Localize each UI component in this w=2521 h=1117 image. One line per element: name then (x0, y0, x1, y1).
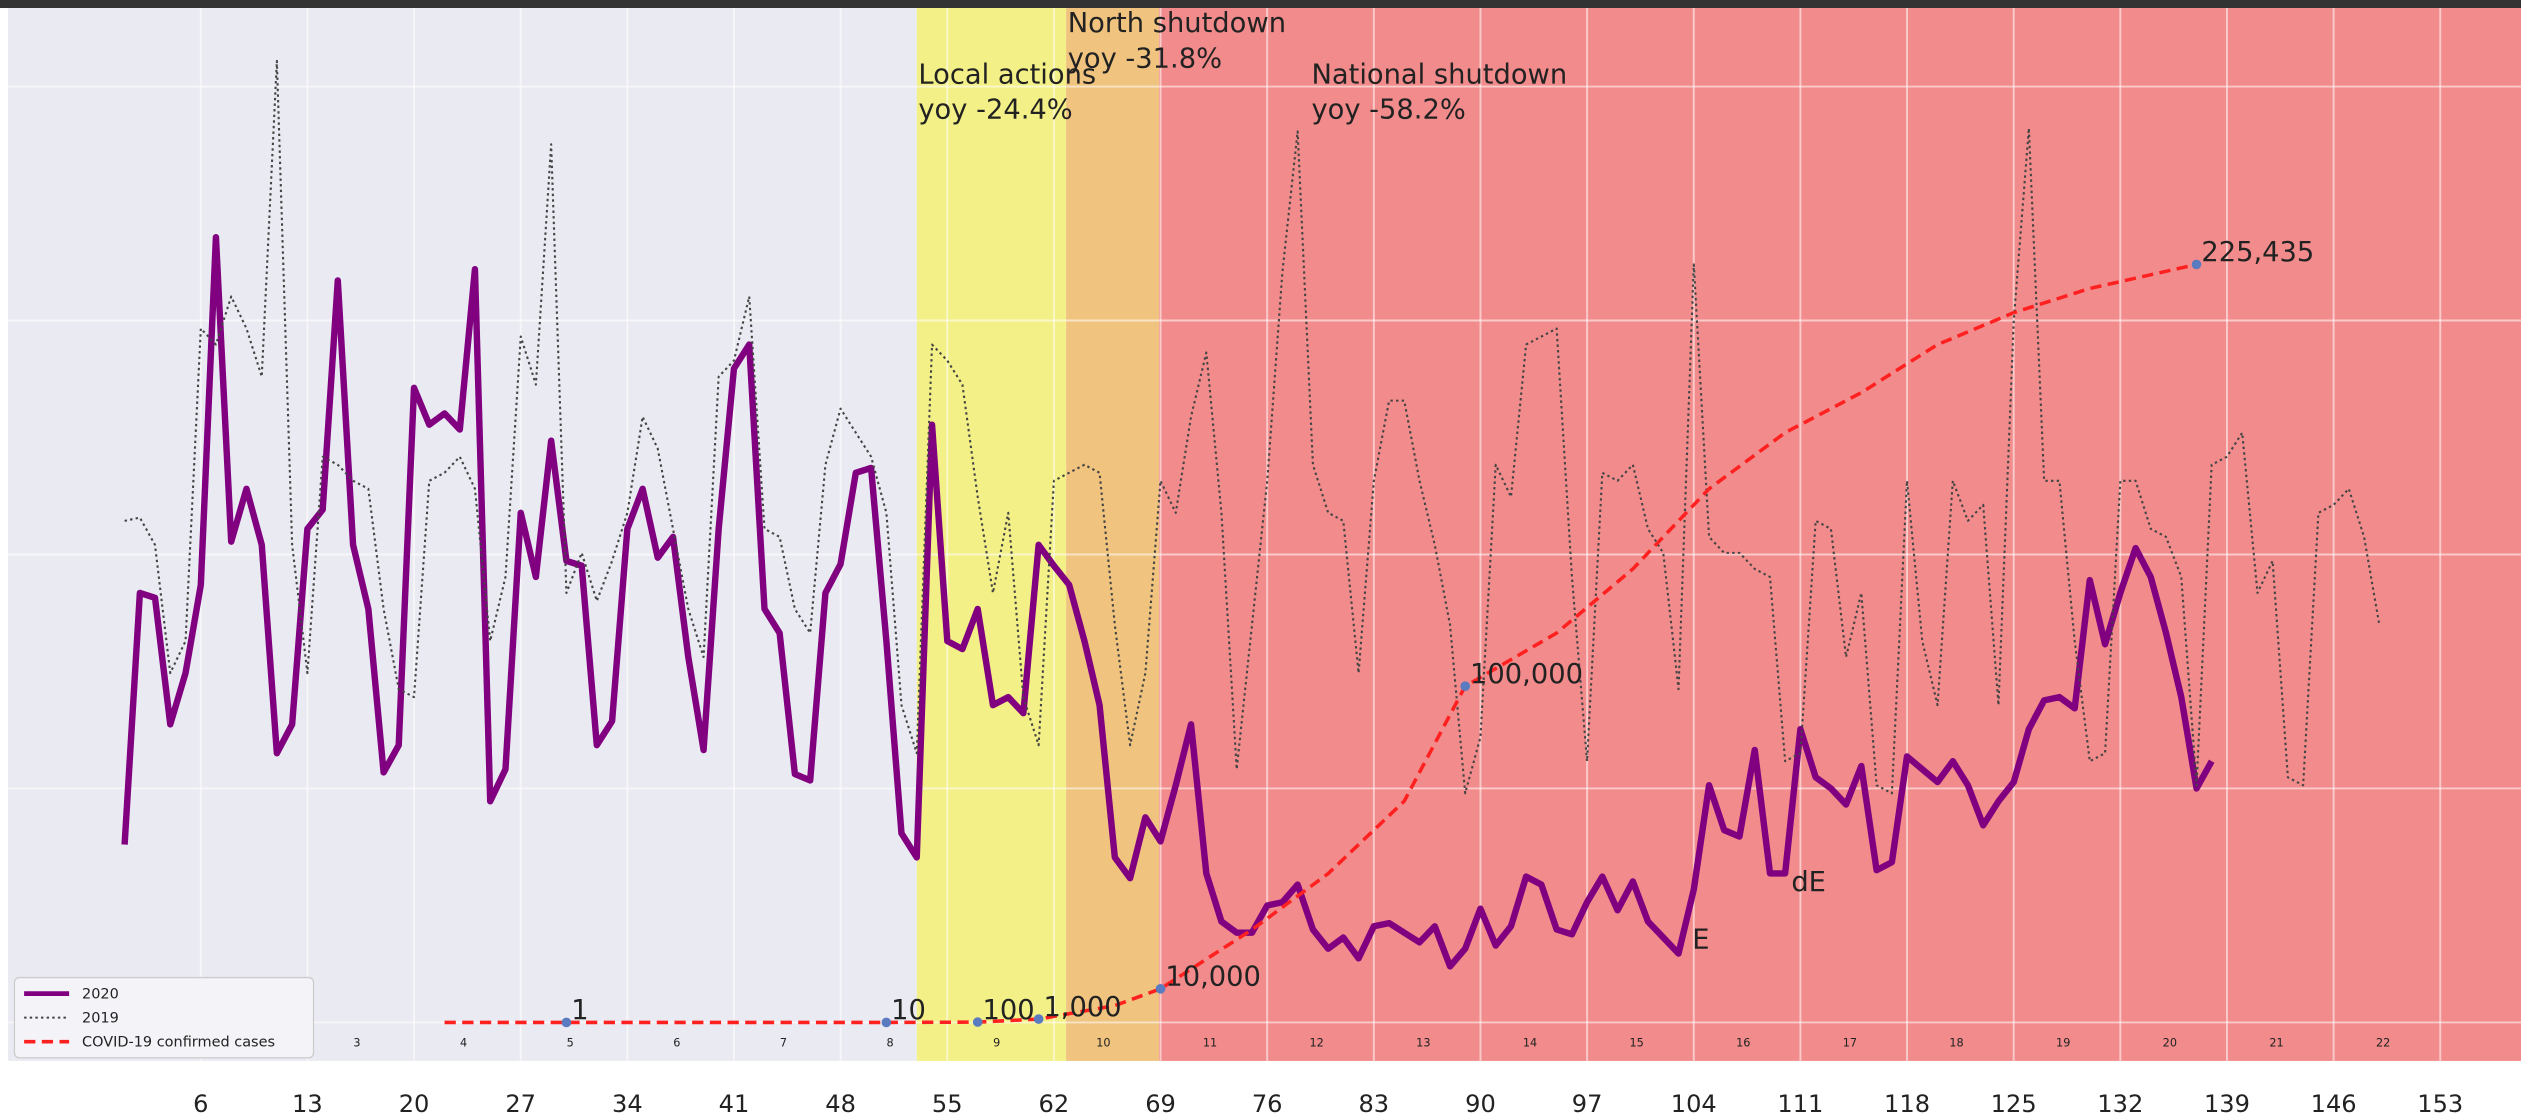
point (1155, 984, 1166, 994)
point (1033, 1014, 1044, 1024)
x-tick-label: 69 (1145, 1090, 1176, 1117)
x-tick-label: 83 (1358, 1090, 1389, 1117)
legend-label: COVID-19 confirmed cases (82, 1035, 275, 1051)
x-tick-label: 139 (2204, 1090, 2250, 1117)
annotation: Local actions (918, 59, 1096, 90)
week-label: 12 (1310, 1037, 1324, 1050)
x-tick-label: 118 (1884, 1090, 1930, 1117)
region (8, 8, 917, 1061)
week-label: 8 (887, 1037, 894, 1050)
week-label: 3 (353, 1037, 360, 1050)
annotation: National shutdown (1311, 59, 1567, 90)
x-tick-label: 97 (1572, 1090, 1603, 1117)
x-tick-label: 6 (193, 1090, 208, 1117)
labels: 6 13 20 27 34 41 48 55 62 69 76 83 90 97 104 111 118 125 1… (193, 8, 2463, 1117)
region (1066, 8, 1160, 1061)
x-tick-label: 20 (399, 1090, 430, 1117)
x-tick-label: 104 (1671, 1090, 1717, 1117)
annotation: yoy -58.2% (1311, 95, 1465, 126)
week-label: 14 (1523, 1037, 1537, 1050)
week-label: 7 (780, 1037, 787, 1050)
region (1159, 8, 2521, 1061)
x-tick-label: 34 (612, 1090, 643, 1117)
annotation: yoy -31.8% (1068, 43, 1222, 74)
week-label: 17 (1843, 1037, 1857, 1050)
week-label: 4 (460, 1037, 467, 1050)
legend: 2020 2019 COVID-19 confirmed cases (13, 976, 315, 1059)
week-label: 21 (2269, 1037, 2283, 1050)
x-tick-label: 146 (2311, 1090, 2357, 1117)
week-label: 13 (1416, 1037, 1430, 1050)
week-label: 16 (1736, 1037, 1750, 1050)
point (972, 1017, 983, 1027)
week-label: 5 (567, 1037, 574, 1050)
x-tick-label: 27 (505, 1090, 536, 1117)
value-label: 1 (571, 995, 588, 1026)
week-label: 9 (993, 1037, 1000, 1050)
point (881, 1017, 892, 1028)
value-label: 100 (983, 995, 1035, 1026)
week-label: 11 (1203, 1037, 1217, 1050)
week-label: 22 (2376, 1037, 2390, 1050)
value-label: 225,435 (2201, 237, 2314, 268)
x-tick-label: 55 (932, 1090, 963, 1117)
point (1460, 681, 1471, 692)
x-tick-label: 48 (825, 1090, 856, 1117)
x-tick-label: 90 (1465, 1090, 1496, 1117)
annotation: yoy -24.4% (918, 95, 1072, 126)
week-label: 18 (1949, 1037, 1963, 1050)
week-label: 6 (673, 1037, 680, 1050)
legend-label: 2020 (82, 986, 119, 1002)
week-label: 10 (1096, 1037, 1110, 1050)
value-label: 100,000 (1470, 659, 1583, 690)
series-line (444, 262, 2197, 1025)
regions (8, 8, 2521, 1061)
x-tick-label: 111 (1777, 1090, 1823, 1117)
value-label: 10,000 (1165, 962, 1261, 993)
annotation: dE (1791, 867, 1826, 898)
x-tick-label: 153 (2417, 1090, 2463, 1117)
week-label: 15 (1629, 1037, 1643, 1050)
series-line (124, 59, 2381, 795)
value-label: 10 (891, 995, 926, 1026)
x-tick-label: 132 (2097, 1090, 2143, 1117)
legend-box (13, 976, 315, 1059)
point (2191, 259, 2202, 270)
series-line (121, 233, 2215, 970)
top-bar (0, 0, 2521, 9)
x-tick-label: 13 (292, 1090, 323, 1117)
week-label: 20 (2163, 1037, 2177, 1050)
x-tick-label: 125 (1991, 1090, 2037, 1117)
x-tick-label: 41 (719, 1090, 750, 1117)
annotation: E (1692, 925, 1709, 956)
value-label: 1,000 (1043, 992, 1121, 1023)
x-tick-label: 76 (1252, 1090, 1283, 1117)
lines (121, 59, 2381, 1028)
point (561, 1017, 572, 1028)
legend-label: 2019 (82, 1010, 119, 1026)
annotation: North shutdown (1068, 8, 1286, 39)
x-tick-label: 62 (1039, 1090, 1070, 1117)
week-label: 19 (2056, 1037, 2070, 1050)
